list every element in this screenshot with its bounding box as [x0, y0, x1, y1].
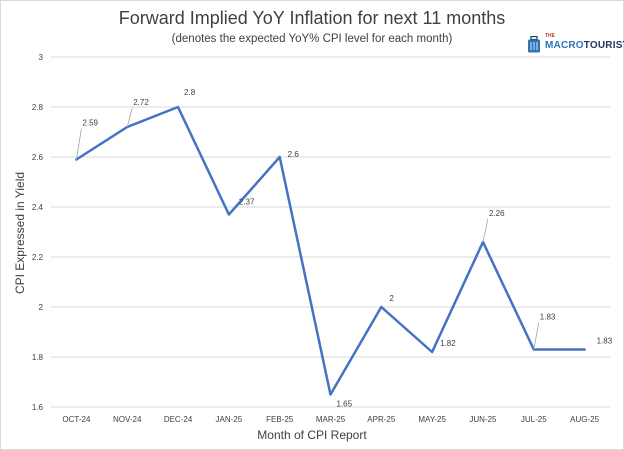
y-tick-label: 2.4	[32, 203, 44, 212]
x-tick-label: FEB-25	[266, 415, 294, 424]
data-point	[379, 305, 383, 309]
data-point	[176, 105, 180, 109]
x-tick-label: OCT-24	[62, 415, 91, 424]
chart-title: Forward Implied YoY Inflation for next 1…	[118, 8, 506, 28]
x-tick-label: JUL-25	[521, 415, 547, 424]
data-point	[430, 350, 434, 354]
x-tick-label: DEC-24	[164, 415, 193, 424]
y-tick-label: 2.2	[32, 253, 44, 262]
data-label: 2.59	[82, 119, 98, 128]
x-tick-label: JUN-25	[469, 415, 497, 424]
macro-tourist-logo: THE MACROTOURIST	[523, 33, 624, 56]
logo-macro-text: MACRO	[545, 40, 584, 51]
x-axis-label: Month of CPI Report	[257, 428, 367, 442]
data-label: 2	[389, 294, 394, 303]
y-tick-label: 2.6	[32, 153, 44, 162]
x-tick-label: MAY-25	[418, 415, 446, 424]
data-label: 1.83	[597, 337, 613, 346]
y-axis-label: CPI Expressed in Yield	[13, 171, 27, 295]
x-tick-label: NOV-24	[113, 415, 142, 424]
suitcase-icon	[528, 36, 540, 53]
leader-line	[76, 128, 82, 160]
x-tick-label: AUG-25	[570, 415, 599, 424]
series-line	[75, 105, 586, 396]
data-label: 2.37	[239, 198, 255, 207]
logo-tourist-text: TOURIST	[583, 40, 624, 51]
data-point	[278, 155, 282, 159]
x-tick-label: JAN-25	[216, 415, 243, 424]
data-label: 2.8	[184, 88, 196, 97]
data-label: 1.82	[440, 339, 456, 348]
y-tick-label: 1.8	[32, 353, 44, 362]
data-label: 2.72	[133, 98, 149, 107]
y-tick-label: 3	[39, 53, 44, 62]
data-point	[583, 348, 587, 352]
data-label: 1.83	[540, 313, 556, 322]
x-tick-label: APR-25	[367, 415, 396, 424]
data-point	[329, 393, 333, 397]
leader-line	[126, 107, 133, 128]
leader-line	[482, 218, 489, 243]
data-label: 2.6	[288, 150, 300, 159]
data-label: 1.65	[337, 400, 353, 409]
x-tick-label: MAR-25	[316, 415, 346, 424]
logo-the-text: THE	[545, 33, 555, 39]
y-tick-label: 1.6	[32, 403, 44, 412]
y-tick-label: 2.8	[32, 103, 44, 112]
y-tick-label: 2	[39, 303, 44, 312]
chart-subtitle: (denotes the expected YoY% CPI level for…	[171, 33, 453, 45]
leader-line	[533, 322, 540, 350]
logo-wordmark: MACROTOURIST	[545, 40, 624, 51]
data-point	[227, 213, 231, 217]
data-label: 2.26	[489, 209, 505, 218]
